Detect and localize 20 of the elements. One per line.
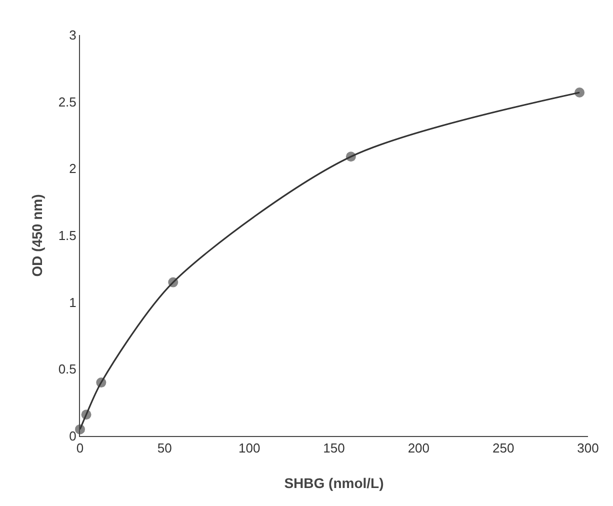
y-tick-label: 2.5	[58, 94, 76, 110]
y-tick-label: 3	[69, 28, 76, 43]
y-axis-title: OD (450 nm)	[29, 194, 45, 277]
point	[96, 378, 106, 388]
point	[346, 152, 356, 162]
y-tick-label: 0.5	[58, 362, 76, 377]
x-tick-label: 300	[577, 440, 599, 456]
point	[81, 410, 92, 420]
x-tick-label: 150	[323, 440, 345, 456]
point	[574, 87, 585, 98]
x-axis-title: SHBG (nmol/L)	[284, 475, 384, 491]
y-tick-label: 1.5	[58, 228, 76, 244]
x-tick-label: 100	[238, 440, 260, 456]
y-tick-label: 2	[69, 161, 76, 176]
x-tick-label: 50	[157, 440, 172, 456]
point	[168, 277, 178, 288]
x-tick-label: 250	[492, 440, 514, 456]
y-tick-label: 1	[69, 294, 76, 310]
x-tick-label: 200	[408, 440, 430, 456]
y-tick-label: 0	[69, 428, 76, 444]
